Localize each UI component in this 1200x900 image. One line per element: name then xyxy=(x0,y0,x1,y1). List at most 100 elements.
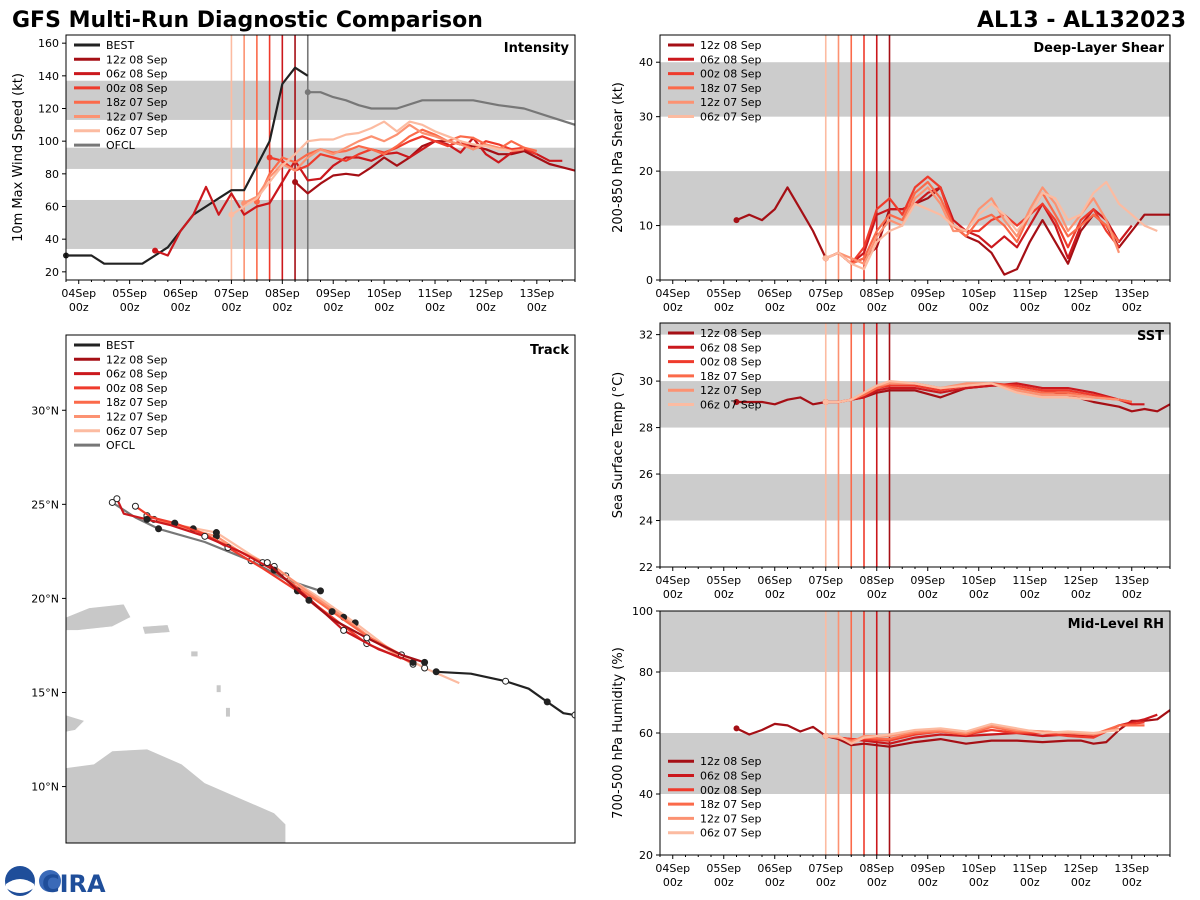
series-point xyxy=(822,733,829,740)
series-line-12z-07-sep xyxy=(243,123,525,205)
cira-logo: CIRA xyxy=(5,866,106,898)
legend-label: 00z 08 Sep xyxy=(700,356,762,369)
x-tick-label: 00z xyxy=(918,588,938,601)
x-tick-label: 05Sep xyxy=(112,287,147,300)
y-axis-label: 10m Max Wind Speed (kt) xyxy=(11,73,26,242)
legend-label: 12z 07 Sep xyxy=(700,812,762,825)
island-land xyxy=(216,684,222,693)
track-point xyxy=(155,525,163,533)
legend-label: 06z 07 Sep xyxy=(700,111,762,124)
x-tick-label: 00z xyxy=(476,301,496,314)
x-tick-label: 00z xyxy=(323,301,343,314)
x-tick-label: 00z xyxy=(714,301,734,314)
x-tick-label: 00z xyxy=(171,301,191,314)
x-tick-label: 00z xyxy=(222,301,242,314)
x-tick-label: 00z xyxy=(714,588,734,601)
track-point xyxy=(571,711,575,719)
x-tick-label: 06Sep xyxy=(757,287,792,300)
y-axis-label: 200-850 hPa Shear (kt) xyxy=(611,82,626,233)
legend-label: 18z 07 Sep xyxy=(106,96,168,109)
x-tick-label: 12Sep xyxy=(1063,862,1098,875)
track-point xyxy=(113,495,121,503)
y-tick-label: 60 xyxy=(639,727,653,740)
x-tick-label: 04Sep xyxy=(655,287,690,300)
x-tick-label: 13Sep xyxy=(1114,862,1149,875)
rh-panel: 2040608010004Sep00z05Sep00z06Sep00z07Sep… xyxy=(611,605,1171,889)
x-tick-label: 10Sep xyxy=(961,574,996,587)
x-tick-label: 00z xyxy=(1020,588,1040,601)
noaa-wave-icon xyxy=(6,879,34,893)
x-tick-label: 00z xyxy=(918,301,938,314)
y-tick-label: 10°N xyxy=(31,781,59,794)
x-tick-label: 00z xyxy=(663,876,683,889)
y-tick-label: 30 xyxy=(639,375,653,388)
track-point xyxy=(363,634,371,642)
legend-label: BEST xyxy=(106,39,134,52)
x-tick-label: 08Sep xyxy=(859,574,894,587)
y-axis-label: 700-500 hPa Humidity (%) xyxy=(611,647,626,819)
series-point xyxy=(822,399,829,406)
series-point xyxy=(292,179,299,185)
track-point xyxy=(421,664,429,672)
x-tick-label: 10Sep xyxy=(961,862,996,875)
island-land xyxy=(66,714,86,733)
x-tick-label: 13Sep xyxy=(1114,574,1149,587)
legend-label: 18z 07 Sep xyxy=(700,82,762,95)
series-line-18z-07-sep xyxy=(825,180,1120,265)
y-tick-label: 100 xyxy=(632,605,653,618)
track-point xyxy=(131,502,139,510)
island-land xyxy=(141,624,171,635)
x-tick-label: 00z xyxy=(918,876,938,889)
track-point xyxy=(432,668,440,676)
track-point xyxy=(305,596,313,604)
x-tick-label: 00z xyxy=(1020,876,1040,889)
island-land xyxy=(225,707,231,718)
figure-title: GFS Multi-Run Diagnostic Comparison xyxy=(12,8,483,33)
x-tick-label: 00z xyxy=(816,588,836,601)
south-america-land xyxy=(66,748,287,843)
panel-title: Deep-Layer Shear xyxy=(1033,41,1164,56)
series-line-ofcl xyxy=(307,91,575,126)
x-tick-label: 00z xyxy=(663,301,683,314)
series-line-06z-08-sep xyxy=(154,136,563,257)
legend-label: 12z 07 Sep xyxy=(700,96,762,109)
x-tick-label: 00z xyxy=(969,301,989,314)
track-point xyxy=(317,587,324,595)
legend-label: 12z 08 Sep xyxy=(700,327,762,340)
legend-label: 00z 08 Sep xyxy=(700,68,762,81)
panel-title: SST xyxy=(1137,329,1164,344)
track-point xyxy=(421,658,429,666)
y-tick-label: 120 xyxy=(38,103,59,116)
legend-label: 12z 08 Sep xyxy=(106,353,168,366)
x-tick-label: 11Sep xyxy=(1012,862,1047,875)
threshold-band xyxy=(66,199,575,249)
track-line-06z-08-sep xyxy=(115,498,414,664)
x-tick-label: 00z xyxy=(969,588,989,601)
x-tick-label: 00z xyxy=(714,876,734,889)
y-tick-label: 20°N xyxy=(31,592,59,605)
legend-label: 00z 08 Sep xyxy=(700,784,762,797)
legend-label: 18z 07 Sep xyxy=(700,798,762,811)
shear-panel: 01020304004Sep00z05Sep00z06Sep00z07Sep00… xyxy=(611,34,1171,314)
series-line-00z-08-sep xyxy=(269,135,538,172)
x-tick-label: 00z xyxy=(1071,301,1091,314)
legend-label: 06z 08 Sep xyxy=(700,341,762,354)
y-tick-label: 140 xyxy=(38,70,59,83)
y-tick-label: 100 xyxy=(38,135,59,148)
y-tick-label: 80 xyxy=(639,666,653,679)
track-point xyxy=(328,608,336,616)
legend-label: 12z 07 Sep xyxy=(106,411,168,424)
x-tick-label: 09Sep xyxy=(910,862,945,875)
panel-title: Mid-Level RH xyxy=(1068,617,1164,632)
y-tick-label: 22 xyxy=(639,561,653,574)
x-tick-label: 11Sep xyxy=(1012,287,1047,300)
x-tick-label: 13Sep xyxy=(519,287,554,300)
legend-label: 18z 07 Sep xyxy=(700,370,762,383)
x-tick-label: 09Sep xyxy=(910,287,945,300)
x-tick-label: 06Sep xyxy=(163,287,198,300)
track-point xyxy=(340,626,348,634)
y-axis-label: Sea Surface Temp (°C) xyxy=(611,372,626,519)
track-point xyxy=(201,532,209,540)
track-line-12z-08-sep xyxy=(266,561,425,664)
